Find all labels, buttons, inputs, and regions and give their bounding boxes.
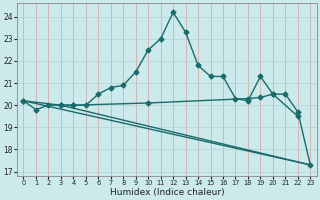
X-axis label: Humidex (Indice chaleur): Humidex (Indice chaleur): [109, 188, 224, 197]
